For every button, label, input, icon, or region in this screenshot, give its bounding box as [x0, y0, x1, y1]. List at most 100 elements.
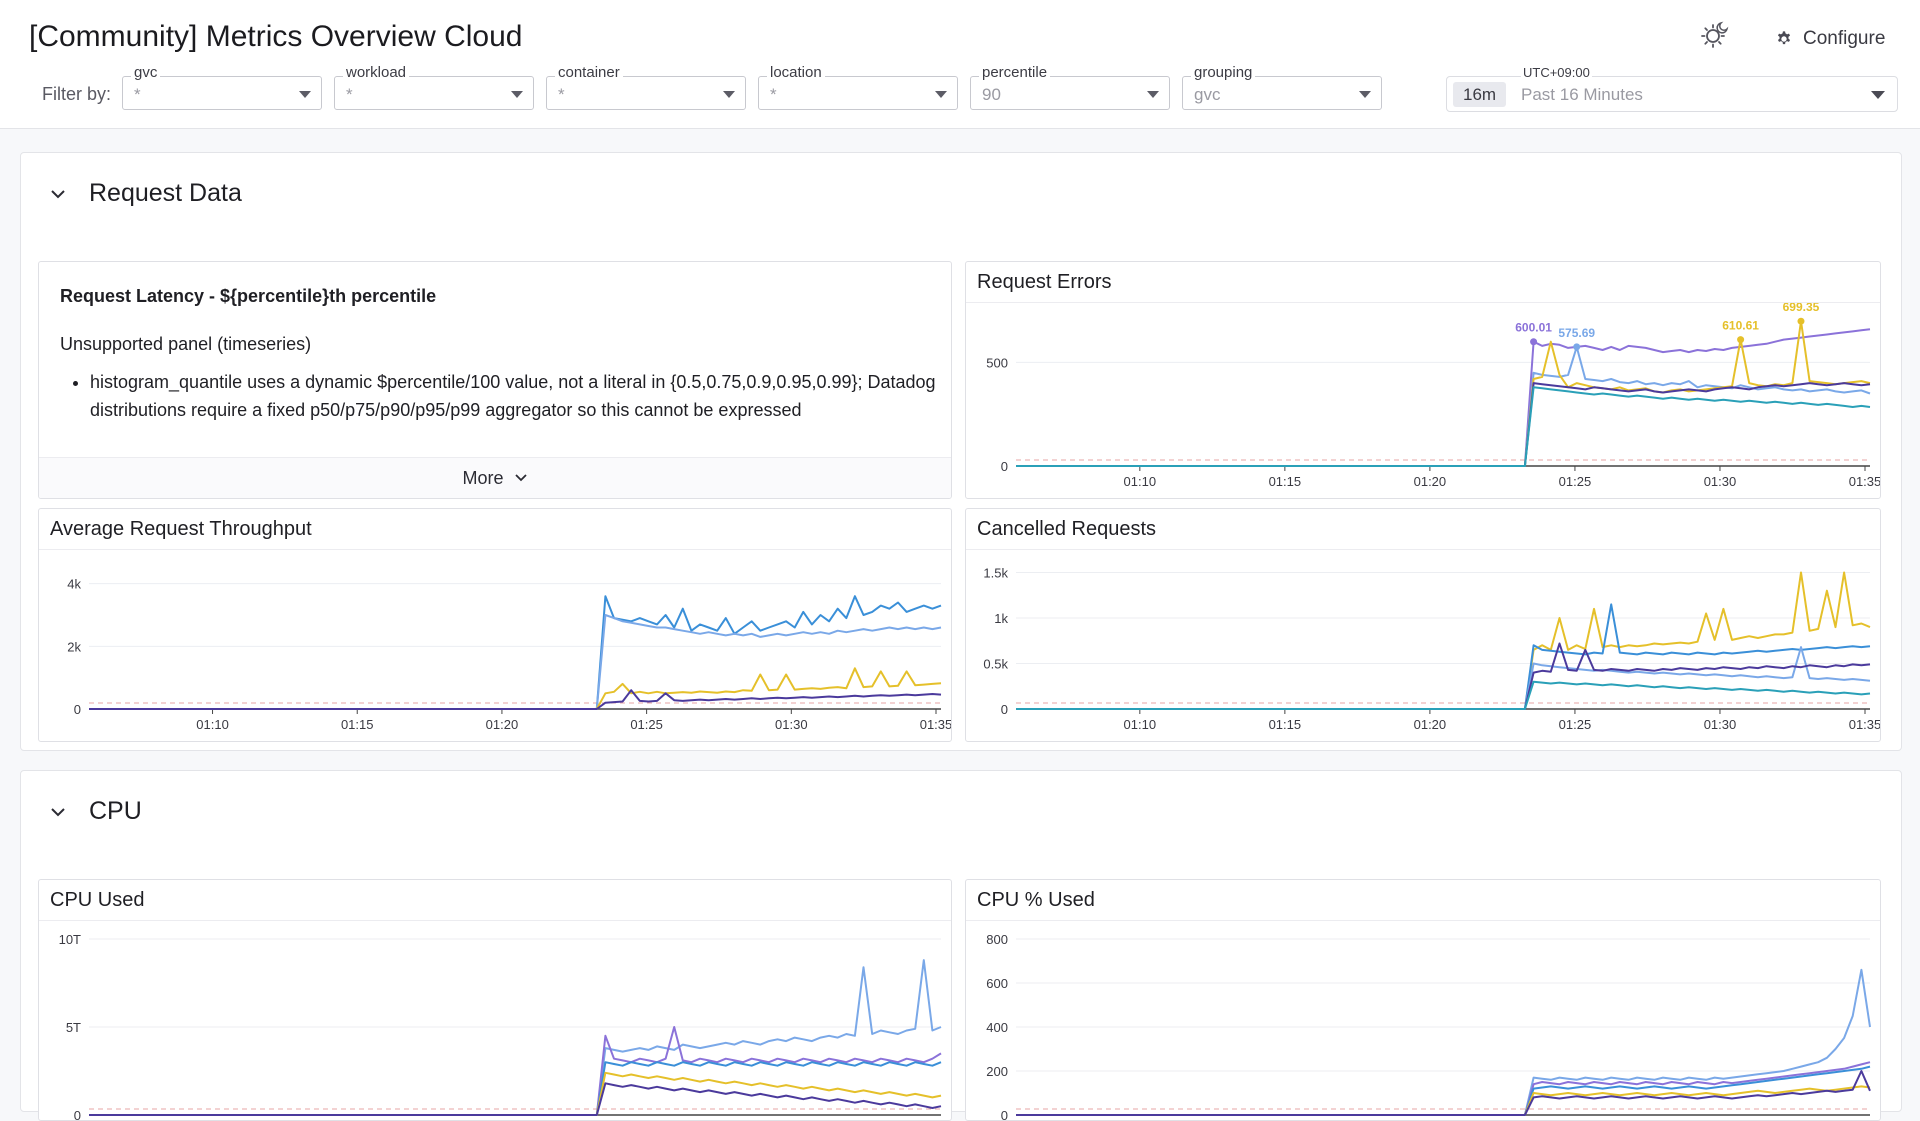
series-line-1[interactable]: [1016, 345, 1871, 467]
x-tick-label: 01:10: [1124, 474, 1157, 489]
variable-select-workload[interactable]: workload *: [334, 65, 534, 110]
y-tick-label: 0: [1001, 702, 1008, 717]
widget-title: Request Latency - ${percentile}th percen…: [60, 286, 437, 306]
time-range-label: Past 16 Minutes: [1521, 85, 1643, 104]
x-tick-label: 01:20: [1414, 717, 1447, 732]
y-tick-label: 1.5k: [983, 566, 1008, 581]
variable-select-gvc[interactable]: gvc *: [122, 65, 322, 110]
list-item: histogram_quantile uses a dynamic $perce…: [90, 368, 951, 424]
chevron-down-icon: [514, 474, 527, 482]
x-tick-label: 01:25: [1559, 474, 1592, 489]
chart-cpu-used[interactable]: 0 5T 10T: [39, 921, 951, 1121]
series-line-1[interactable]: [1016, 603, 1871, 710]
widget-cpu-used: CPU Used 0 5T 10T: [38, 879, 952, 1121]
time-range-picker[interactable]: UTC+09:00 16m Past 16 Minutes: [1446, 65, 1898, 112]
series-line-2[interactable]: [1016, 646, 1871, 710]
variable-select-container[interactable]: container *: [546, 65, 746, 110]
sun-moon-icon[interactable]: [1700, 20, 1730, 50]
chart-cpu-pct-used[interactable]: 0 200 400 600 800: [966, 921, 1880, 1121]
caret-down-icon: [1359, 91, 1371, 98]
x-tick-label: 01:35: [1849, 474, 1880, 489]
variable-select-grouping[interactable]: grouping gvc: [1182, 65, 1382, 110]
x-tick-label: 01:25: [1559, 717, 1592, 732]
series-line-0[interactable]: [89, 595, 942, 710]
configure-button[interactable]: Configure: [1775, 24, 1885, 54]
group-toggle-request-data[interactable]: Request Data: [49, 179, 242, 208]
series-line-3[interactable]: [1016, 1085, 1871, 1116]
x-tick-label: 01:15: [1269, 474, 1302, 489]
series-line-1[interactable]: [1016, 1061, 1871, 1116]
annotation-label: 699.35: [1783, 303, 1820, 314]
caret-down-icon: [723, 91, 735, 98]
chart-average-request-throughput[interactable]: 0 2k 4k 01:10 01:15 01:20 01:25 01:30 01:35: [39, 550, 951, 741]
x-tick-label: 01:35: [1849, 717, 1880, 732]
y-tick-label: 0: [1001, 459, 1008, 474]
annotation-marker: [1573, 343, 1581, 351]
divider: [966, 549, 1880, 550]
widget-title: Average Request Throughput: [50, 518, 312, 540]
series-line-3[interactable]: [89, 689, 942, 710]
series-line-2[interactable]: [1016, 320, 1871, 467]
variable-select-percentile[interactable]: percentile 90: [970, 65, 1170, 110]
y-tick-label: 0.5k: [983, 657, 1008, 672]
x-tick-label: 01:15: [341, 717, 374, 732]
y-tick-label: 1k: [994, 611, 1008, 626]
x-tick-label: 01:30: [1704, 474, 1737, 489]
dashboard-header: [Community] Metrics Overview Cloud Confi…: [0, 0, 1920, 129]
annotation-label: 575.69: [1558, 326, 1595, 340]
x-tick-label: 01:25: [630, 717, 663, 732]
variable-value: *: [346, 85, 353, 104]
variable-select-location[interactable]: location *: [758, 65, 958, 110]
series-line-0[interactable]: [89, 959, 942, 1116]
gear-icon: [1777, 31, 1791, 45]
group-cpu: CPU CPU Used 0 5T 10T CPU % Used 0 200 400 60…: [20, 770, 1902, 1121]
variable-value: *: [558, 85, 565, 104]
variable-value: gvc: [1194, 85, 1221, 104]
annotation-label: 610.61: [1722, 319, 1759, 333]
divider: [39, 920, 951, 921]
y-tick-label: 800: [986, 932, 1008, 947]
variable-value: 90: [982, 85, 1001, 104]
configure-label: Configure: [1803, 28, 1886, 49]
filter-label: Filter by:: [42, 84, 112, 104]
x-tick-label: 01:20: [486, 717, 519, 732]
variable-value: *: [770, 85, 777, 104]
time-range-badge: 16m: [1453, 82, 1507, 107]
series-line-4[interactable]: [1016, 386, 1871, 467]
caret-down-icon: [299, 91, 311, 98]
series-line-3[interactable]: [1016, 382, 1871, 467]
widget-title: Request Errors: [977, 271, 1112, 293]
unsupported-message: Unsupported panel (timeseries): [60, 334, 312, 354]
y-tick-label: 0: [1001, 1108, 1008, 1121]
chart-cancelled-requests[interactable]: 0 0.5k 1k 1.5k 01:10 01:15 01:20 01:25 01:30 01:3…: [966, 550, 1880, 741]
annotation-marker: [1737, 336, 1745, 344]
group-title: CPU: [89, 797, 142, 825]
variable-value: *: [134, 85, 141, 104]
group-toggle-cpu[interactable]: CPU: [49, 797, 142, 826]
timezone-label: UTC+09:00: [1521, 65, 1592, 80]
x-tick-label: 01:20: [1414, 474, 1447, 489]
divider: [966, 920, 1880, 921]
group-title: Request Data: [89, 179, 242, 207]
chart-request-errors[interactable]: 0 500 01:10 01:15 01:20 01:25 01:30 01:35 600.01…: [966, 303, 1880, 498]
widget-request-errors: Request Errors 0 500 01:10 01:15 01:20 01:25 0…: [965, 261, 1881, 499]
series-line-1[interactable]: [89, 614, 942, 710]
x-tick-label: 01:10: [196, 717, 229, 732]
variable-name: container: [555, 65, 623, 81]
chevron-down-icon: [51, 189, 65, 198]
variable-name: gvc: [131, 65, 161, 81]
caret-down-icon: [935, 91, 947, 98]
series-line-2[interactable]: [1016, 1065, 1871, 1116]
caret-down-icon: [1147, 91, 1159, 98]
chevron-down-icon: [51, 807, 65, 816]
widget-cancelled-requests: Cancelled Requests 0 0.5k 1k 1.5k 01:10 01:15…: [965, 508, 1881, 742]
series-line-4[interactable]: [1016, 680, 1871, 710]
more-button[interactable]: More: [39, 457, 951, 498]
y-tick-label: 0: [74, 1108, 81, 1121]
y-tick-label: 0: [74, 702, 81, 717]
series-line-2[interactable]: [89, 1061, 942, 1116]
caret-down-icon: [1871, 91, 1885, 99]
variable-name: grouping: [1191, 65, 1256, 81]
y-tick-label: 2k: [67, 639, 81, 654]
divider: [39, 549, 951, 550]
